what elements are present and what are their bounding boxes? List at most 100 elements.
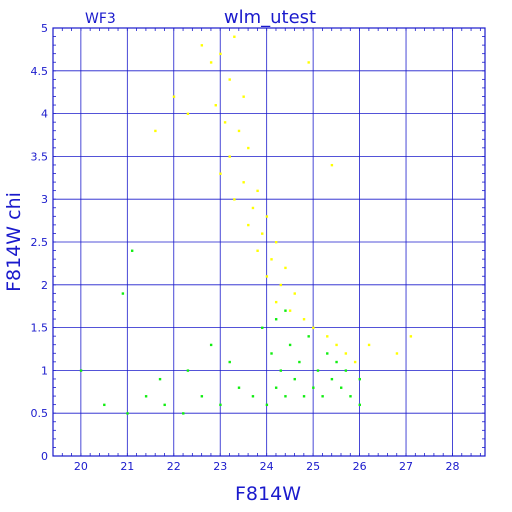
data-point [274,386,278,389]
x-tick-label: 21 [120,460,134,473]
data-point [242,181,245,184]
data-point [316,369,320,372]
data-point [274,241,278,244]
data-point [163,403,166,407]
data-point [349,395,352,398]
data-point [265,215,269,218]
data-point [274,300,278,304]
data-point [270,258,273,261]
x-tick-label: 25 [306,460,320,473]
data-point [344,352,348,355]
data-point [307,61,310,64]
data-point [321,395,324,398]
data-point [330,163,334,167]
data-point [158,377,162,381]
data-point [228,155,231,158]
data-point [284,266,287,270]
data-point [340,386,343,389]
data-point [256,189,259,193]
x-tick-label: 27 [399,460,413,473]
data-point [358,403,361,407]
y-tick-label: 3.5 [31,150,49,163]
data-point [256,249,259,252]
data-point [103,403,106,407]
data-point [353,360,357,364]
data-point [233,35,236,38]
data-point [209,61,213,64]
data-point [144,395,148,398]
y-tick-label: 4 [41,108,48,121]
data-point [358,377,361,381]
y-tick-label: 4.5 [31,65,49,78]
data-point [274,318,278,321]
data-point [284,395,287,398]
data-point [279,369,283,372]
data-point [312,326,315,329]
data-point [261,232,264,235]
data-point [219,52,222,56]
data-point [344,369,348,372]
data-point [261,326,264,329]
data-point [395,352,399,355]
data-point [270,352,273,355]
y-axis-label: F814W chi [3,192,25,292]
data-point [186,112,190,115]
data-point [154,129,157,133]
data-point [326,335,329,338]
data-point [288,309,292,312]
x-tick-label: 26 [353,460,367,473]
data-point [228,78,231,81]
data-point [242,95,245,98]
data-point [200,44,204,47]
data-point [367,343,371,347]
data-point [251,206,255,210]
data-point [265,275,269,278]
data-point [219,403,222,407]
data-point [265,403,269,407]
data-point [186,369,190,372]
data-point [219,172,222,175]
data-point [279,283,283,287]
x-tick-label: 20 [74,460,88,473]
x-tick-label: 28 [445,460,459,473]
data-point [228,360,231,364]
data-point [223,121,227,124]
data-point [247,146,250,150]
data-point [326,352,329,355]
data-point [172,95,176,98]
x-axis-label: F814W [235,483,301,505]
y-tick-label: 0.5 [31,407,49,420]
data-point [130,249,134,252]
data-point [293,377,296,381]
data-point [121,292,125,295]
data-point [237,129,241,133]
y-tick-label: 2.5 [31,236,49,249]
data-point [302,395,306,398]
data-point [307,335,310,338]
data-point [298,360,301,364]
data-point [335,360,338,364]
chart-title: wlm_utest [224,7,316,28]
data-point [293,292,296,295]
y-tick-label: 2 [41,279,48,292]
data-point [284,309,287,312]
data-point [182,412,185,415]
y-tick-label: 5 [41,22,48,35]
panel-label: WF3 [85,11,116,27]
data-point [288,343,292,347]
x-tick-label: 24 [260,460,274,473]
data-point [312,386,315,389]
y-tick-label: 1 [41,364,48,377]
y-tick-label: 1.5 [31,322,49,335]
data-point [237,386,241,389]
data-point [233,198,236,201]
data-point [247,223,250,227]
x-tick-label: 22 [167,460,181,473]
data-point [200,395,204,398]
data-point [251,395,255,398]
x-tick-label: 23 [213,460,227,473]
data-point [330,377,334,381]
y-tick-label: 3 [41,193,48,206]
data-point [335,343,338,347]
